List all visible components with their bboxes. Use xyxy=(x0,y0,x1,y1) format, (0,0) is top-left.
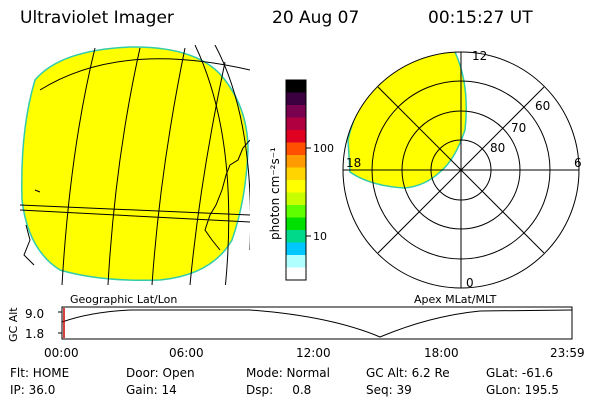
latitude-line xyxy=(20,209,250,223)
mlat-label-80: 80 xyxy=(490,141,505,155)
emission-region-right xyxy=(347,52,467,189)
colorbar-unit-label: photon cm⁻²s⁻¹ xyxy=(268,147,282,240)
colorbar-frame xyxy=(285,79,307,281)
colorbar-segment xyxy=(286,192,306,206)
time-tick-label: 06:00 xyxy=(169,346,204,360)
mlt-label-18: 18 xyxy=(346,156,361,170)
time-tick-label: 23:59 xyxy=(550,346,585,360)
time-tick-label: 18:00 xyxy=(424,346,459,360)
date-label: 20 Aug 07 xyxy=(272,8,360,28)
colorbar-segment xyxy=(286,255,306,268)
status-gain: Gain: 14 xyxy=(126,383,177,397)
colorbar-segment xyxy=(286,142,306,156)
status-gc-alt: GC Alt: 6.2 Re xyxy=(366,366,450,380)
colorbar-segment xyxy=(286,242,306,256)
emission-region-left xyxy=(21,46,249,282)
mlat-label-70: 70 xyxy=(511,121,526,135)
altitude-ylabel: GC Alt xyxy=(7,307,20,342)
time-label: 00:15:27 UT xyxy=(428,8,533,28)
left-panel-caption: Geographic Lat/Lon xyxy=(70,293,177,306)
meridian-line xyxy=(61,47,96,285)
status-dsp: Dsp: 0.8 xyxy=(246,383,312,397)
meridian-line xyxy=(189,61,226,285)
coastline xyxy=(23,139,250,266)
status-door: Door: Open xyxy=(126,366,195,380)
mlt-label-12: 12 xyxy=(472,49,487,63)
colorbar-segment xyxy=(286,230,306,243)
mlat-label-60: 60 xyxy=(535,99,550,113)
altitude-ytick-label: 1.8 xyxy=(25,327,44,341)
colorbar-segment xyxy=(286,80,306,93)
colorbar-segment xyxy=(286,105,306,118)
colorbar-segment xyxy=(286,155,306,168)
colorbar-segment xyxy=(286,117,306,131)
mlt-label-6: 6 xyxy=(574,156,582,170)
status-glat: GLat: -61.6 xyxy=(486,366,553,380)
latitude-line xyxy=(39,58,250,91)
altitude-plot-frame xyxy=(61,306,573,340)
latitude-line xyxy=(214,45,250,250)
polar-plot: 12 18 6 0 60 70 80 xyxy=(342,49,582,290)
altitude-plot: 9.0 1.8 GC Alt xyxy=(7,306,573,342)
status-flt: Flt: HOME xyxy=(10,366,70,380)
status-mode: Mode: Normal xyxy=(246,366,330,380)
colorbar-segment xyxy=(286,217,306,231)
colorbar-segment xyxy=(286,167,306,181)
polar-spoke xyxy=(377,86,545,254)
colorbar-segment xyxy=(286,92,306,106)
status-seq: Seq: 39 xyxy=(366,383,412,397)
meridian-line xyxy=(151,47,186,285)
right-panel-caption: Apex MLat/MLT xyxy=(414,293,497,306)
colorbar xyxy=(286,80,306,281)
altitude-curve xyxy=(61,309,573,338)
time-tick-label: 00:00 xyxy=(44,346,79,360)
colorbar-segment xyxy=(286,180,306,193)
altitude-ytick-label: 9.0 xyxy=(25,307,44,321)
latitude-line xyxy=(194,45,230,285)
time-tick-label: 12:00 xyxy=(296,346,331,360)
colorbar-segment xyxy=(286,205,306,218)
app-title: Ultraviolet Imager xyxy=(20,8,174,28)
colorbar-tick-label: 100 xyxy=(313,142,334,155)
geographic-map xyxy=(20,45,250,285)
colorbar-segment xyxy=(286,267,306,281)
status-ip: IP: 36.0 xyxy=(10,383,56,397)
colorbar-segment xyxy=(286,130,306,143)
colorbar-tick-label: 10 xyxy=(313,230,327,243)
latitude-line xyxy=(20,204,250,216)
status-glon: GLon: 195.5 xyxy=(486,383,559,397)
meridian-line xyxy=(107,47,141,285)
mlt-label-0: 0 xyxy=(466,276,474,290)
